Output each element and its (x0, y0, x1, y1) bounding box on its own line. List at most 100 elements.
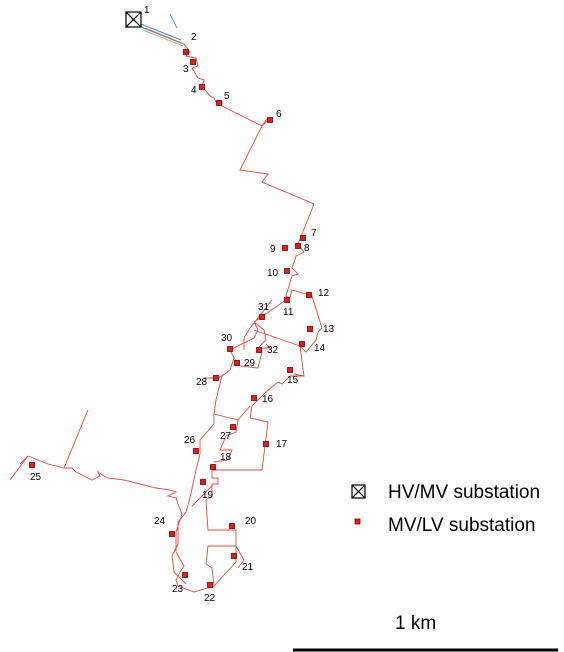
small-red-square-icon (207, 582, 213, 588)
mv-feeder-network (9, 27, 323, 593)
small-red-square-icon (263, 441, 269, 447)
substation-label: 25 (30, 472, 42, 483)
small-red-square-icon (231, 553, 237, 559)
mvlv-substation-29: 29 (234, 358, 256, 369)
mvlv-substation-4: 4 (191, 84, 205, 96)
mvlv-substation-7: 7 (300, 228, 317, 241)
substation-label: 21 (242, 562, 254, 573)
small-red-square-icon (284, 268, 290, 274)
substation-label: 2 (191, 32, 197, 43)
substation-label: 10 (267, 268, 279, 279)
small-red-square-icon (169, 531, 175, 537)
small-red-square-icon (307, 326, 313, 332)
small-red-square-icon (190, 59, 196, 65)
mvlv-substation-19: 19 (200, 479, 214, 501)
mvlv-substation-14: 14 (299, 341, 326, 354)
small-red-square-icon (306, 292, 312, 298)
small-red-square-icon (200, 479, 206, 485)
substation-label: 3 (183, 64, 189, 75)
substation-label: 16 (262, 394, 274, 405)
substation-label: 19 (202, 490, 214, 501)
small-red-square-icon (295, 243, 301, 249)
hvmv-substation-1: 1 (125, 5, 150, 28)
small-red-square-icon (354, 518, 361, 525)
mvlv-substations: 2345678910111213141516171819202122232425… (29, 32, 335, 604)
mvlv-substation-17: 17 (263, 439, 288, 450)
small-red-square-icon (183, 49, 189, 55)
small-red-square-icon (210, 464, 216, 470)
scale-bar-label: 1 km (395, 613, 436, 634)
substation-label: 12 (318, 288, 330, 299)
mvlv-substation-8: 8 (295, 243, 310, 254)
mvlv-substation-28: 28 (196, 375, 219, 388)
small-red-square-icon (256, 347, 262, 353)
boxed-x-icon (125, 11, 142, 28)
mvlv-substation-10: 10 (267, 268, 290, 279)
small-red-square-icon (227, 346, 233, 352)
substation-label: 13 (323, 324, 335, 335)
mvlv-substation-5: 5 (216, 91, 230, 106)
substation-label: 8 (304, 243, 310, 254)
substation-label: 27 (220, 431, 232, 442)
small-red-square-icon (213, 375, 219, 381)
small-red-square-icon (282, 245, 288, 251)
small-red-square-icon (234, 360, 240, 366)
boxed-x-icon (351, 484, 366, 499)
substation-label: 32 (267, 345, 279, 356)
small-red-square-icon (299, 341, 305, 347)
legend-hvmv-label: HV/MV substation (388, 482, 540, 503)
substation-label: 5 (224, 91, 230, 102)
small-red-square-icon (216, 100, 222, 106)
small-red-square-icon (287, 367, 293, 373)
legend-mvlv-label: MV/LV substation (388, 515, 536, 536)
small-red-square-icon (267, 117, 273, 123)
mvlv-substation-25: 25 (29, 462, 42, 483)
substation-label: 24 (154, 516, 166, 527)
substation-label: 1 (144, 5, 150, 16)
small-red-square-icon (230, 424, 236, 430)
substation-label: 9 (270, 244, 276, 255)
small-red-square-icon (229, 523, 235, 529)
mvlv-substation-22: 22 (204, 582, 216, 604)
mvlv-substation-23: 23 (172, 572, 188, 595)
mvlv-substation-11: 11 (283, 297, 294, 318)
substation-label: 6 (276, 109, 282, 120)
substation-label: 28 (196, 377, 208, 388)
mvlv-substation-3: 3 (183, 59, 196, 75)
mvlv-substation-2: 2 (183, 32, 197, 55)
mvlv-substation-26: 26 (184, 435, 199, 454)
legend: HV/MV substation MV/LV substation (351, 482, 540, 536)
substation-label: 18 (220, 452, 232, 463)
small-red-square-icon (182, 572, 188, 578)
substation-label: 4 (191, 85, 197, 96)
substation-label: 22 (204, 593, 216, 604)
small-red-square-icon (251, 395, 257, 401)
scale-bar: 1 km (293, 613, 558, 652)
mvlv-substation-30: 30 (221, 333, 233, 352)
mvlv-substation-15: 15 (287, 367, 299, 386)
substation-label: 11 (283, 307, 294, 318)
substation-label: 7 (311, 228, 317, 239)
small-red-square-icon (300, 235, 306, 241)
substation-label: 20 (245, 516, 257, 527)
mvlv-substation-32: 32 (256, 345, 279, 356)
mvlv-substation-13: 13 (307, 324, 335, 335)
small-red-square-icon (193, 448, 199, 454)
substation-label: 31 (258, 302, 270, 313)
mvlv-substation-27: 27 (220, 424, 236, 442)
substation-label: 17 (276, 439, 288, 450)
mvlv-substation-24: 24 (154, 516, 175, 537)
small-red-square-icon (284, 297, 290, 303)
substation-label: 15 (287, 375, 299, 386)
substation-label: 23 (172, 584, 184, 595)
substation-label: 30 (221, 333, 233, 344)
substation-label: 26 (184, 435, 196, 446)
mvlv-substation-20: 20 (229, 516, 257, 529)
mvlv-substation-16: 16 (251, 394, 274, 405)
small-red-square-icon (199, 84, 205, 90)
small-red-square-icon (29, 462, 35, 468)
substation-label: 14 (314, 343, 326, 354)
mvlv-substation-31: 31 (258, 302, 270, 320)
mvlv-substation-9: 9 (270, 244, 288, 255)
